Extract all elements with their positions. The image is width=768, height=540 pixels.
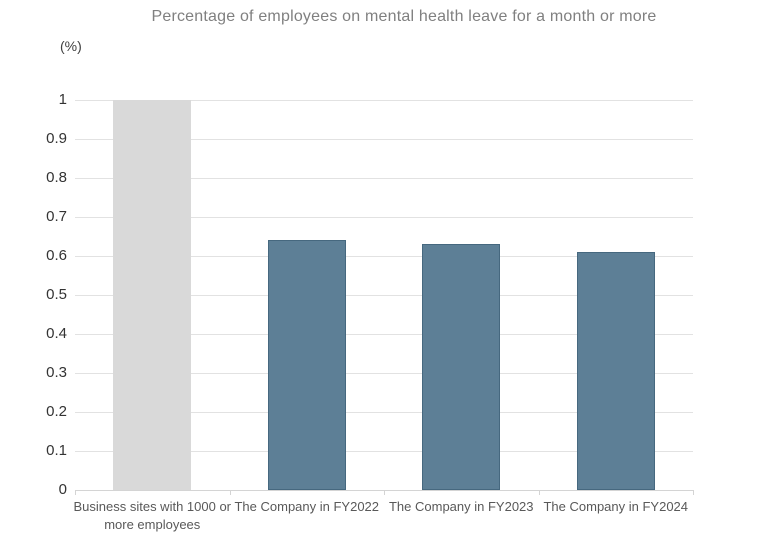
y-axis-unit-label: (%)	[60, 38, 82, 54]
y-axis-tick-label: 0.8	[46, 169, 67, 186]
y-axis-tick-label: 0.4	[46, 325, 67, 342]
gridline	[75, 412, 693, 413]
x-axis-category-label: Business sites with 1000 or more employe…	[73, 499, 232, 532]
x-axis-tick-mark	[384, 490, 385, 495]
x-axis-tick-mark	[538, 490, 540, 495]
gridline	[75, 295, 693, 296]
gridline	[75, 217, 693, 218]
bar-3	[576, 252, 655, 490]
gridline	[75, 256, 693, 257]
plot-area: 0 0.1 0.2 0.3 0.4 0.5 0.6 0.7 0.8 0.9 1 Business si…	[46, 91, 694, 532]
y-axis-tick-label: 1	[58, 91, 67, 108]
gridline	[75, 373, 693, 374]
x-axis-category-label: The Company in FY2023	[388, 499, 534, 514]
bar-2	[422, 244, 501, 490]
gridline	[75, 100, 693, 101]
gridline	[75, 334, 693, 335]
x-axis-tick-mark	[693, 490, 694, 495]
x-axis-tick-mark	[229, 490, 231, 495]
bar-0	[113, 100, 192, 490]
y-axis-tick-label: 0.9	[46, 130, 67, 147]
gridline	[75, 178, 693, 179]
y-axis-tick-label: 0.5	[46, 286, 67, 303]
y-axis-tick-label: 0.3	[46, 364, 67, 381]
y-axis-tick-label: 0	[58, 481, 67, 498]
y-axis-tick-label: 0.2	[46, 403, 67, 420]
y-axis-tick-label: 0.7	[46, 208, 67, 225]
x-axis-tick-mark	[75, 490, 76, 495]
gridline	[75, 451, 693, 452]
y-axis-tick-label: 0.6	[46, 247, 67, 264]
x-axis-category-label: The Company in FY2024	[543, 499, 689, 514]
y-axis-tick-label: 0.1	[46, 442, 67, 459]
gridline	[75, 139, 693, 140]
chart-title: Percentage of employees on mental health…	[151, 8, 657, 25]
x-axis-category-label: The Company in FY2022	[234, 499, 380, 514]
bar-1	[267, 240, 346, 490]
